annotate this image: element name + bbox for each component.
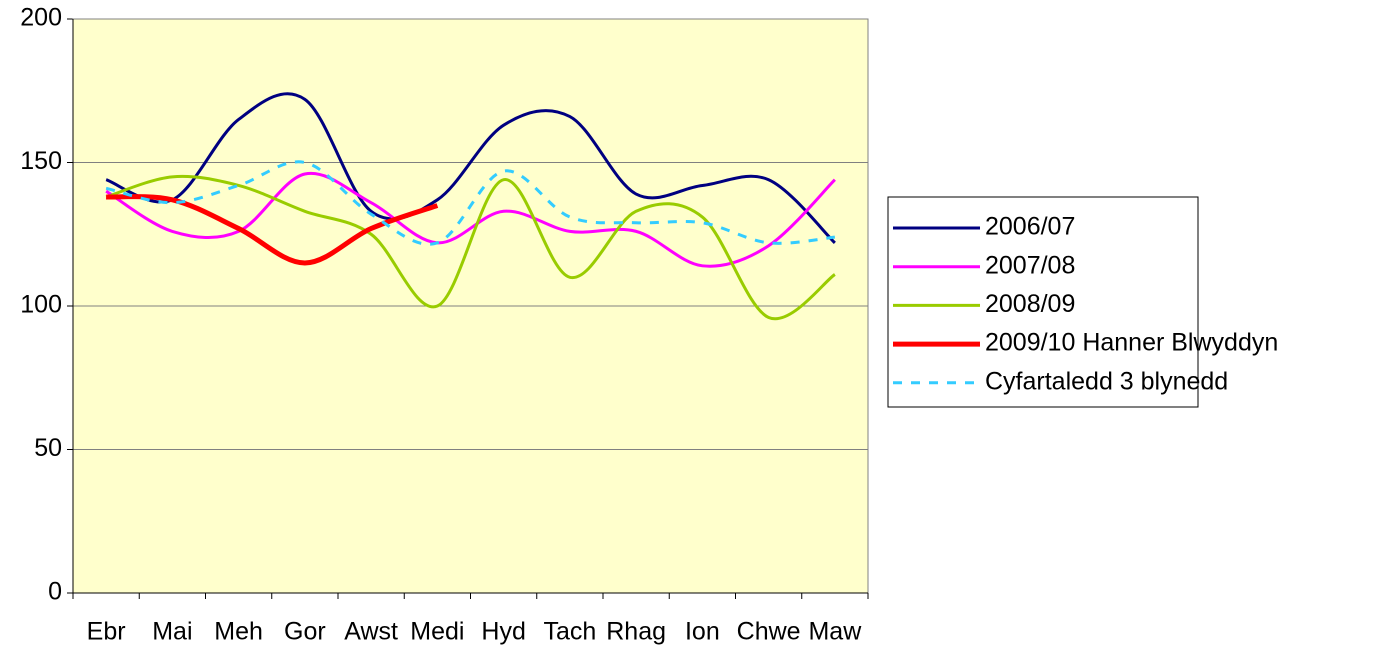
series-line: [105, 92, 836, 244]
x-tick-label: Chwe: [737, 618, 801, 646]
y-tick-label: 150: [20, 147, 62, 175]
x-tick-label: Ebr: [87, 618, 126, 646]
x-tick-label: Medi: [410, 618, 464, 646]
legend-label: 2006/07: [985, 213, 1075, 241]
y-tick-label: 100: [20, 291, 62, 319]
series-line: [106, 194, 439, 266]
legend-label: Cyfartaledd 3 blynedd: [985, 367, 1228, 395]
x-tick-label: Hyd: [481, 618, 525, 646]
legend-label: 2007/08: [985, 251, 1075, 279]
series-line: [105, 160, 836, 246]
y-tick-label: 0: [48, 578, 62, 606]
x-tick-label: Gor: [284, 618, 326, 646]
legend-label: 2009/10 Hanner Blwyddyn: [985, 329, 1278, 357]
legend-label: 2008/09: [985, 290, 1075, 318]
series-line: [105, 174, 836, 321]
x-tick-label: Maw: [808, 618, 862, 646]
y-tick-label: 50: [34, 434, 62, 462]
y-tick-label: 200: [20, 4, 62, 32]
x-tick-label: Rhag: [606, 618, 666, 646]
x-tick-label: Awst: [344, 618, 398, 646]
x-tick-label: Mai: [152, 618, 192, 646]
x-tick-label: Tach: [543, 618, 596, 646]
legend-box: [887, 196, 1199, 408]
x-tick-label: Meh: [214, 618, 263, 646]
x-tick-label: Ion: [685, 618, 720, 646]
series-line: [105, 171, 836, 268]
